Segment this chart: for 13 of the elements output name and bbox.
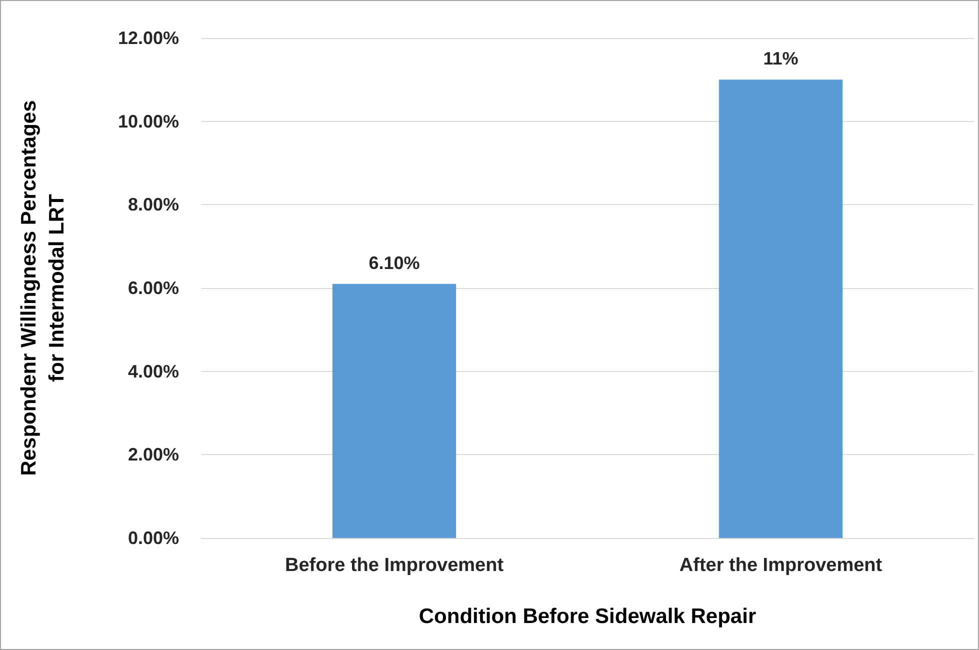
x-tick-label: Before the Improvement (284, 555, 504, 576)
y-axis-title: Respondenr Willingness Percentages for Intermodal LRT (18, 100, 68, 476)
data-label: 11% (763, 48, 798, 69)
x-axis-title: Condition Before Sidewalk Repair (418, 605, 756, 628)
y-tick-label: 0.00% (128, 528, 179, 548)
x-tick-label: After the Improvement (679, 555, 883, 576)
data-label: 6.10% (368, 252, 420, 273)
y-tick-label: 6.00% (128, 278, 179, 298)
y-tick-label: 2.00% (128, 444, 179, 465)
y-tick-label: 4.00% (128, 361, 179, 382)
y-tick-label: 12.00% (118, 28, 179, 48)
y-tick-label: 8.00% (128, 194, 179, 215)
y-tick-label: 10.00% (118, 111, 179, 132)
